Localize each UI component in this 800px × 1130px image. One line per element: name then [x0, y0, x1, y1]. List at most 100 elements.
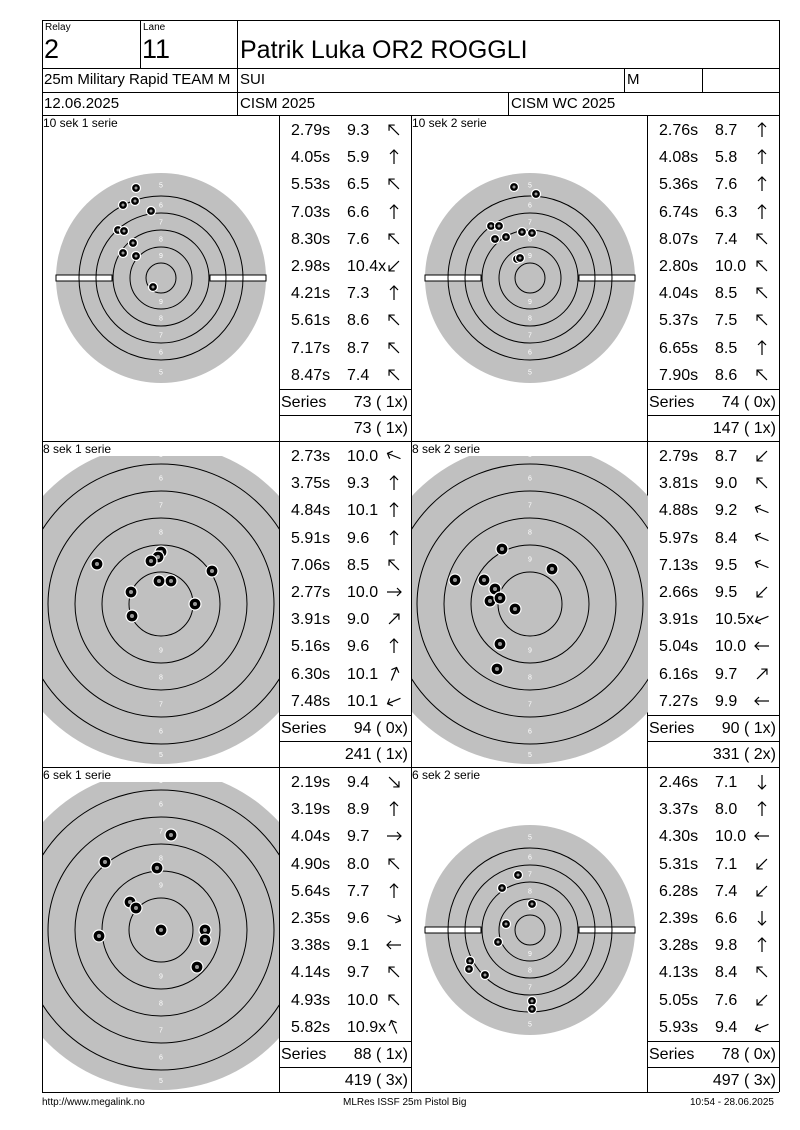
direction-arrow-icon — [756, 586, 768, 598]
shot-row: 7.17s 8.7 — [279, 335, 411, 362]
direction-arrow-icon — [756, 314, 768, 326]
shot-row: 3.38s 9.1 — [279, 932, 411, 959]
shot-score: 10.1 — [347, 692, 379, 710]
shot-row: 5.91s 9.6 — [279, 525, 411, 552]
shot-score: 6.6 — [347, 203, 370, 221]
shot-time: 7.27s — [659, 692, 699, 710]
shot-time: 8.30s — [291, 230, 331, 248]
shot-row: 4.05s 5.9 — [279, 144, 411, 171]
shot-score: 7.6 — [715, 176, 738, 194]
direction-arrow-icon — [757, 775, 767, 790]
shot-row: 5.31s 7.1 — [647, 851, 779, 878]
direction-arrow-icon — [388, 966, 400, 978]
ring-number: 5 — [159, 452, 163, 459]
shot-score: 10.0 — [347, 991, 379, 1009]
direction-arrow-icon — [388, 314, 400, 326]
shot-time: 5.91s — [291, 529, 331, 547]
ring-number: 6 — [528, 855, 532, 862]
shot-row: 8.30s 7.6 — [279, 226, 411, 253]
shot-row: 6.28s 7.4 — [647, 878, 779, 905]
nation-code: SUI — [240, 71, 266, 88]
footer-software: MLRes ISSF 25m Pistol Big — [343, 1097, 467, 1108]
shot-row: 4.93s 10.0 — [279, 987, 411, 1014]
direction-arrow-icon — [386, 450, 401, 460]
target-face: 5 5 6 6 7 7 8 8 9 9 — [43, 782, 279, 1090]
ring-number: 5 — [528, 835, 532, 842]
shot-time: 2.19s — [291, 774, 331, 791]
shot-time: 4.04s — [659, 285, 699, 303]
running-total: 73 ( 1x) — [353, 420, 408, 437]
shot-score: 8.7 — [715, 122, 738, 139]
shot-time: 4.21s — [291, 285, 331, 303]
shot-time: 4.04s — [291, 828, 331, 846]
ring-number: 5 — [528, 752, 532, 759]
shot-score: 10.0 — [715, 638, 747, 656]
shot-row: 5.97s 8.4 — [647, 525, 779, 552]
shot-row: 5.61s 8.6 — [279, 307, 411, 334]
footer-url: http://www.megalink.no — [42, 1097, 145, 1108]
shot-score: 8.0 — [715, 801, 738, 819]
series-label: Series — [649, 394, 695, 411]
shot-row: 5.53s 6.5 — [279, 171, 411, 198]
ring-number: 6 — [159, 729, 163, 736]
ring-number: 6 — [528, 203, 532, 210]
running-total: 497 ( 3x) — [712, 1072, 776, 1089]
shot-time: 3.38s — [291, 937, 331, 955]
direction-arrow-icon — [756, 233, 768, 245]
target-face: 5 5 6 6 7 7 8 8 9 9 — [55, 173, 267, 383]
panel-title: 10 sek 2 serie — [412, 116, 487, 130]
shot-time: 5.97s — [659, 529, 699, 547]
series-total: 88 ( 1x) — [353, 1046, 408, 1063]
shot-score: 9.4 — [715, 1018, 738, 1036]
shot-row: 5.36s 7.6 — [647, 171, 779, 198]
ring-number: 7 — [528, 872, 532, 879]
lane-label: Lane — [143, 22, 166, 33]
shot-row: 5.04s 10.0 — [647, 633, 779, 660]
direction-arrow-icon — [757, 937, 767, 953]
direction-arrow-icon — [756, 994, 768, 1006]
shot-score: 7.6 — [347, 230, 370, 248]
shot-score: 9.6 — [347, 529, 370, 547]
direction-arrow-icon — [757, 176, 767, 192]
shot-row: 7.48s 10.1 — [279, 688, 411, 715]
direction-arrow-icon — [756, 369, 768, 381]
ring-number: 5 — [528, 1022, 532, 1029]
shot-time: 2.46s — [659, 774, 699, 791]
shot-time: 3.91s — [291, 611, 331, 629]
shot-score: 8.5 — [715, 339, 738, 357]
shot-row: 2.79s 8.7 — [647, 443, 779, 470]
relay-label: Relay — [45, 22, 71, 33]
shot-row: 3.75s 9.3 — [279, 470, 411, 497]
shot-row: 5.05s 7.6 — [647, 987, 779, 1014]
direction-arrow-icon — [389, 638, 399, 654]
series-total: 78 ( 0x) — [721, 1046, 776, 1063]
shot-score: 8.4 — [715, 964, 738, 982]
ring-number: 8 — [528, 237, 532, 244]
ring-number: 8 — [159, 316, 163, 323]
panel-title: 6 sek 1 serie — [43, 768, 112, 782]
ring-number: 8 — [528, 889, 532, 896]
panel-title: 8 sek 2 serie — [412, 442, 481, 456]
shot-score: 9.3 — [347, 475, 370, 493]
shot-time: 2.73s — [291, 448, 331, 465]
ring-number: 7 — [159, 220, 163, 227]
ring-number: 7 — [159, 702, 163, 709]
ring-number: 7 — [528, 220, 532, 227]
shot-score: 7.4 — [715, 882, 738, 900]
shot-time: 5.53s — [291, 176, 331, 194]
shot-time: 2.35s — [291, 910, 331, 927]
shot-score: 9.2 — [715, 502, 738, 520]
shot-row: 4.04s 8.5 — [647, 280, 779, 307]
shot-score: 10.5x — [715, 611, 755, 629]
shot-score: 7.1 — [715, 774, 738, 791]
series-label: Series — [649, 720, 695, 737]
ring-number: 5 — [528, 370, 532, 377]
ring-number: 7 — [528, 333, 532, 340]
ring-number: 6 — [159, 203, 163, 210]
direction-arrow-icon — [756, 668, 768, 679]
shot-row: 2.76s 8.7 — [647, 117, 779, 144]
ring-number: 8 — [528, 968, 532, 975]
shot-time: 6.16s — [659, 665, 699, 683]
ring-number: 9 — [528, 648, 532, 655]
direction-arrow-icon — [390, 666, 400, 681]
